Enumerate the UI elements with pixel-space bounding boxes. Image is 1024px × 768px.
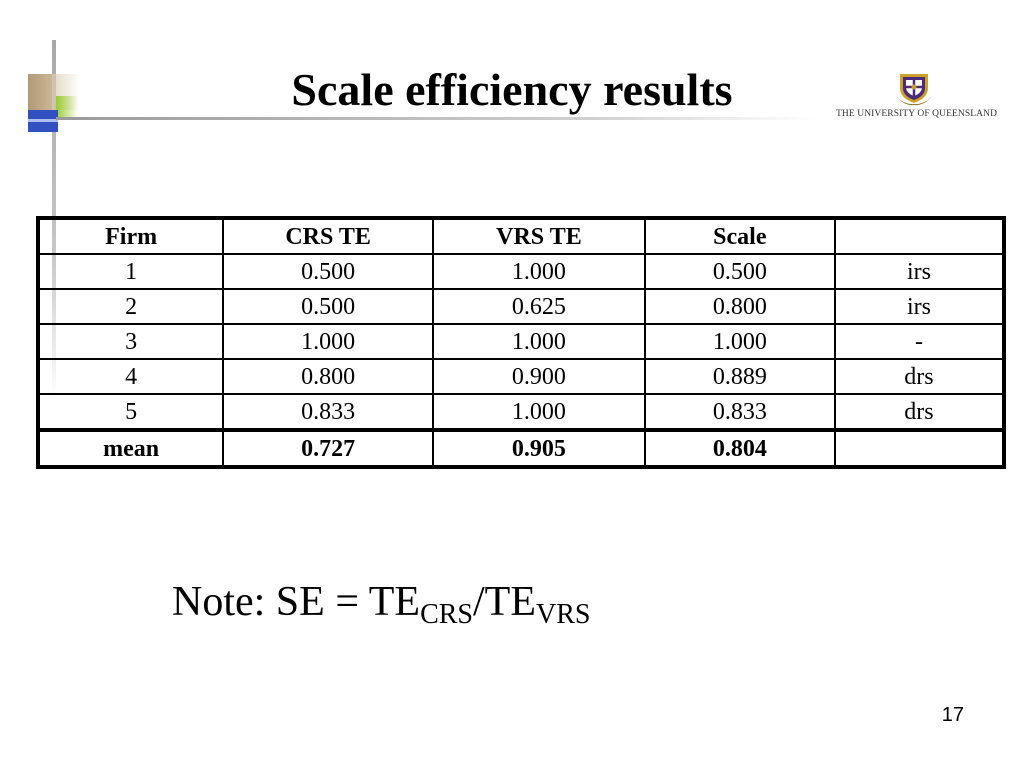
- decorative-green-block: [56, 96, 78, 118]
- title-underline: [56, 117, 816, 120]
- page-number: 17: [941, 704, 964, 726]
- note-subscript-crs: CRS: [420, 599, 473, 630]
- mean-row: mean 0.727 0.905 0.804: [36, 429, 1006, 468]
- table-row: 2 0.500 0.625 0.800 irs: [36, 288, 1006, 325]
- table-row: 5 0.833 1.000 0.833 drs: [36, 393, 1006, 431]
- results-table: Firm CRS TE VRS TE Scale 1 0.500 1.000 0…: [36, 216, 1006, 469]
- table-row: 4 0.800 0.900 0.889 drs: [36, 358, 1006, 395]
- cell-vrs-te: 0.900: [432, 358, 646, 395]
- cell-firm: 1: [36, 253, 225, 290]
- cell-mean-returns: [833, 429, 1006, 468]
- cell-scale: 0.500: [643, 253, 836, 290]
- cell-crs-te: 0.800: [222, 358, 435, 395]
- cell-mean-label: mean: [36, 429, 225, 468]
- cell-vrs-te: 1.000: [432, 323, 646, 360]
- cell-vrs-te: 1.000: [432, 253, 646, 290]
- university-logo: THE UNIVERSITY OF QUEENSLAND: [836, 70, 998, 119]
- slide-title: Scale efficiency results: [291, 64, 733, 115]
- cell-mean-crs-te: 0.727: [222, 429, 435, 468]
- crest-icon: [896, 74, 932, 106]
- header-firm: Firm: [36, 217, 225, 255]
- cell-vrs-te: 0.625: [432, 288, 646, 325]
- cell-vrs-te: 1.000: [432, 393, 646, 431]
- logo-text: THE UNIVERSITY OF QUEENSLAND: [836, 109, 998, 119]
- cell-scale: 0.889: [643, 358, 836, 395]
- table-row: 3 1.000 1.000 1.000 -: [36, 323, 1006, 360]
- cell-returns: irs: [833, 288, 1006, 325]
- header-returns: [833, 217, 1006, 255]
- cell-firm: 3: [36, 323, 225, 360]
- header-crs-te: CRS TE: [222, 217, 435, 255]
- formula-note: Note: SE = TECRS/TEVRS: [172, 574, 590, 630]
- cell-crs-te: 0.833: [222, 393, 435, 431]
- table-row: 1 0.500 1.000 0.500 irs: [36, 253, 1006, 290]
- cell-returns: drs: [833, 358, 1006, 395]
- cell-scale: 0.833: [643, 393, 836, 431]
- cell-firm: 5: [36, 393, 225, 431]
- cell-firm: 4: [36, 358, 225, 395]
- cell-returns: irs: [833, 253, 1006, 290]
- cell-crs-te: 0.500: [222, 253, 435, 290]
- cell-returns: drs: [833, 393, 1006, 431]
- note-middle: /TE: [473, 579, 536, 625]
- note-subscript-vrs: VRS: [535, 599, 591, 630]
- cell-firm: 2: [36, 288, 225, 325]
- cell-scale: 1.000: [643, 323, 836, 360]
- cell-crs-te: 0.500: [222, 288, 435, 325]
- table-header-row: Firm CRS TE VRS TE Scale: [36, 217, 1006, 255]
- header-vrs-te: VRS TE: [432, 217, 646, 255]
- cell-returns: -: [833, 323, 1006, 360]
- cell-scale: 0.800: [643, 288, 836, 325]
- cell-crs-te: 1.000: [222, 323, 435, 360]
- note-prefix: Note: SE = TE: [172, 579, 421, 625]
- decorative-blue-stripe: [28, 119, 58, 122]
- header-scale: Scale: [643, 217, 836, 255]
- cell-mean-vrs-te: 0.905: [432, 429, 646, 468]
- cell-mean-scale: 0.804: [643, 429, 836, 468]
